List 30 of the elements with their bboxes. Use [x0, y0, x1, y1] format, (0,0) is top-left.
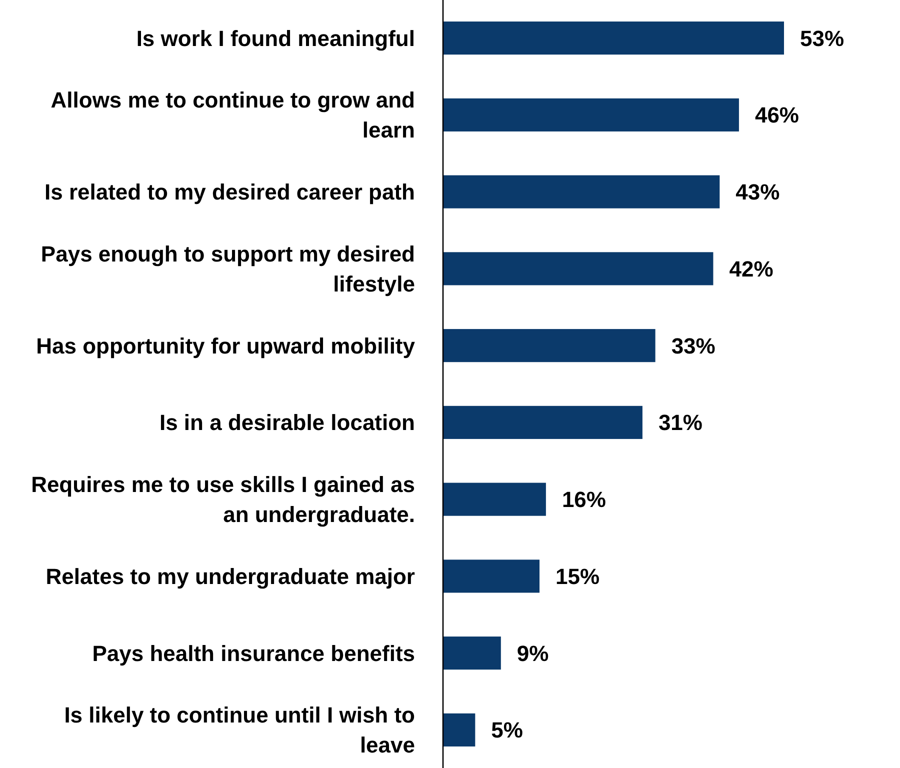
- y-tick-label: Requires me to use skills I gained as an undergraduate.: [31, 472, 415, 528]
- y-tick-label: Allows me to continue to grow and learn: [50, 88, 415, 143]
- bar: [443, 636, 501, 670]
- y-tick-label: Is related to my desired career path: [44, 180, 415, 205]
- data-label: 16%: [562, 487, 606, 512]
- y-tick-label: Pays health insurance benefits: [92, 640, 415, 666]
- bar: [443, 560, 540, 593]
- data-label: 33%: [671, 333, 716, 358]
- data-label: 9%: [516, 640, 549, 666]
- data-label: 43%: [736, 180, 780, 205]
- bar: [443, 175, 720, 208]
- bar: [443, 713, 476, 746]
- data-label: 53%: [800, 26, 844, 51]
- data-label: 5%: [491, 718, 523, 743]
- y-tick-label: Is in a desirable location: [159, 410, 415, 436]
- data-label: 31%: [658, 410, 702, 436]
- bar: [443, 329, 656, 362]
- y-tick-label: Relates to my undergraduate major: [46, 564, 416, 589]
- y-tick-label: Is likely to continue until I wish to leave: [64, 702, 415, 758]
- y-tick-label: Pays enough to support my desired lifestyle: [40, 241, 415, 296]
- data-label: 46%: [754, 102, 800, 128]
- y-tick-label: Is work I found meaningful: [136, 26, 415, 51]
- data-label: 15%: [556, 564, 600, 589]
- bar: [443, 252, 714, 286]
- bar: [443, 482, 546, 516]
- data-label: 42%: [729, 256, 774, 282]
- bar: [443, 406, 642, 439]
- bar: [443, 98, 739, 132]
- y-tick-label: Has opportunity for upward mobility: [36, 333, 416, 358]
- bar: [443, 22, 784, 55]
